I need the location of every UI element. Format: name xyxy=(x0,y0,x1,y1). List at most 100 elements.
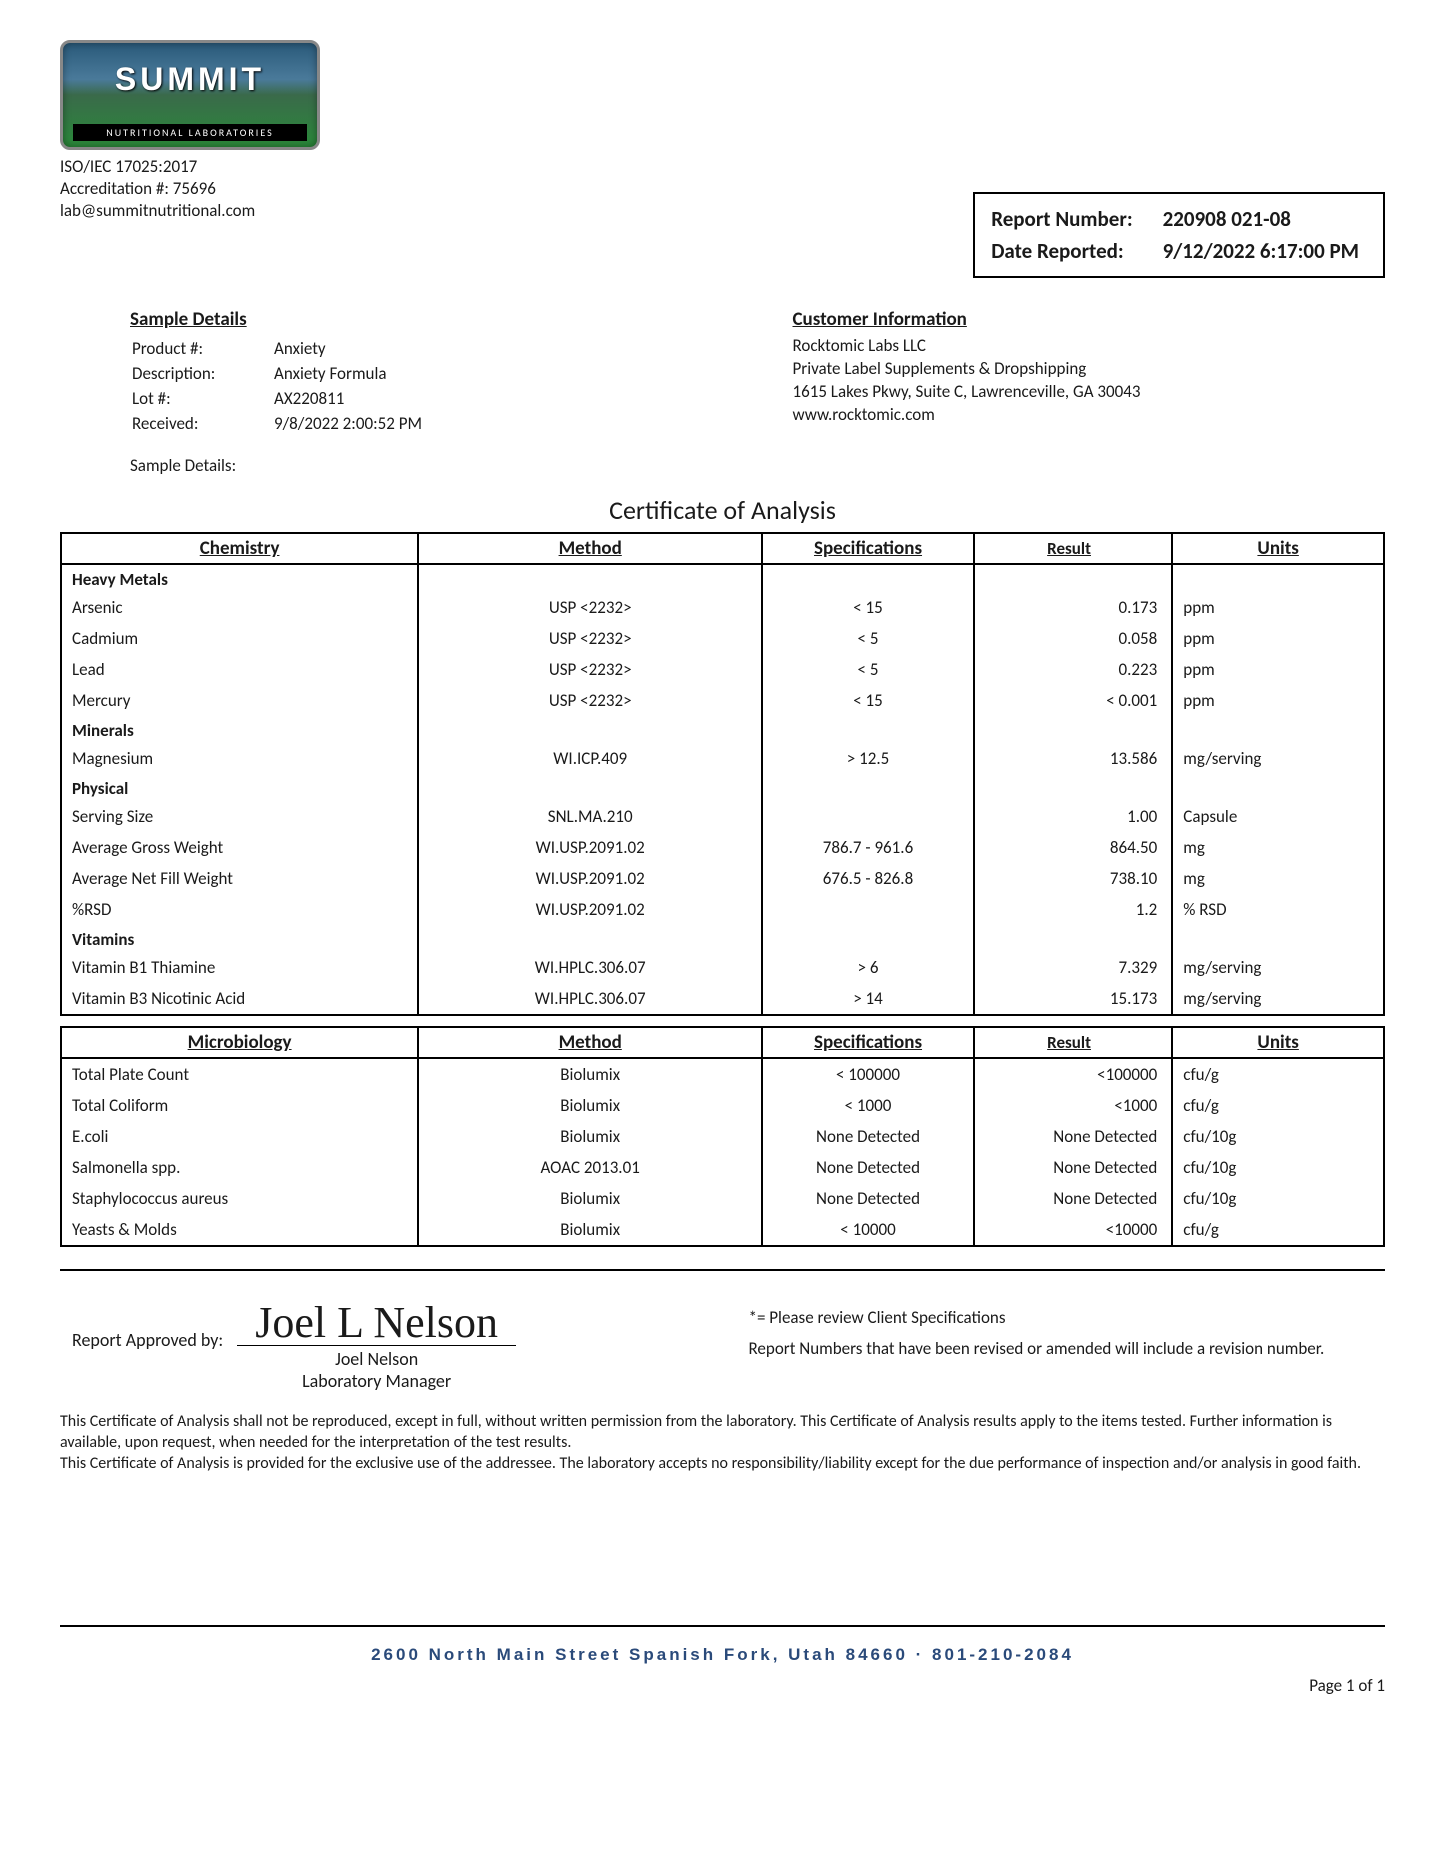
units: cfu/10g xyxy=(1172,1183,1384,1214)
approval-row: Report Approved by: Joel L Nelson Joel N… xyxy=(60,1301,1385,1392)
spec: < 10000 xyxy=(762,1214,974,1246)
details-row: Sample Details Product #:Anxiety Descrip… xyxy=(60,308,1385,437)
analyte-name: Total Coliform xyxy=(61,1090,418,1121)
units: ppm xyxy=(1172,592,1384,623)
units: cfu/10g xyxy=(1172,1121,1384,1152)
spec: < 5 xyxy=(762,623,974,654)
group-label: Physical xyxy=(61,774,418,801)
micro-h-spec: Specifications xyxy=(762,1027,974,1058)
analyte-name: E.coli xyxy=(61,1121,418,1152)
chemistry-table: Chemistry Method Specifications Result U… xyxy=(60,532,1385,1016)
footer-separator-2 xyxy=(60,1625,1385,1627)
accreditation: ISO/IEC 17025:2017 Accreditation #: 7569… xyxy=(60,156,340,222)
customer-info: Customer Information Rocktomic Labs LLC … xyxy=(723,308,1386,437)
result: 1.00 xyxy=(974,801,1172,832)
logo-block: SUMMIT NUTRITIONAL LABORATORIES ISO/IEC … xyxy=(60,40,340,222)
page-number: Page 1 of 1 xyxy=(60,1675,1385,1696)
method: USP <2232> xyxy=(418,592,762,623)
analyte-name: Vitamin B1 Thiamine xyxy=(61,952,418,983)
method: WI.ICP.409 xyxy=(418,743,762,774)
approval-label: Report Approved by: xyxy=(72,1301,223,1351)
result: 864.50 xyxy=(974,832,1172,863)
analyte-name: Average Gross Weight xyxy=(61,832,418,863)
units: % RSD xyxy=(1172,894,1384,925)
spec xyxy=(762,894,974,925)
received-label: Received: xyxy=(132,412,272,435)
units: mg xyxy=(1172,863,1384,894)
report-number-value: 220908 021-08 xyxy=(1143,204,1367,234)
method: USP <2232> xyxy=(418,654,762,685)
result: 0.223 xyxy=(974,654,1172,685)
method: SNL.MA.210 xyxy=(418,801,762,832)
analyte-name: Total Plate Count xyxy=(61,1058,418,1090)
method: Biolumix xyxy=(418,1183,762,1214)
disclaimer-p2: This Certificate of Analysis is provided… xyxy=(60,1454,1385,1475)
logo-sub-text: NUTRITIONAL LABORATORIES xyxy=(73,124,307,141)
units: cfu/g xyxy=(1172,1214,1384,1246)
chem-h-chemistry: Chemistry xyxy=(61,533,418,564)
analyte-name: Vitamin B3 Nicotinic Acid xyxy=(61,983,418,1015)
result: <100000 xyxy=(974,1058,1172,1090)
sample-details: Sample Details Product #:Anxiety Descrip… xyxy=(60,308,723,437)
analyte-name: Yeasts & Molds xyxy=(61,1214,418,1246)
product-label: Product #: xyxy=(132,337,272,360)
units: cfu/g xyxy=(1172,1090,1384,1121)
result: 13.586 xyxy=(974,743,1172,774)
sample-details-2: Sample Details: xyxy=(60,455,1385,476)
sample-heading: Sample Details xyxy=(130,308,723,331)
units: ppm xyxy=(1172,654,1384,685)
units: cfu/g xyxy=(1172,1058,1384,1090)
analyte-name: Staphylococcus aureus xyxy=(61,1183,418,1214)
signer-name: Joel Nelson xyxy=(237,1348,516,1370)
method: AOAC 2013.01 xyxy=(418,1152,762,1183)
result: None Detected xyxy=(974,1183,1172,1214)
units: mg xyxy=(1172,832,1384,863)
analyte-name: Cadmium xyxy=(61,623,418,654)
result: <1000 xyxy=(974,1090,1172,1121)
analyte-name: Arsenic xyxy=(61,592,418,623)
approval-notes: *= Please review Client Specifications R… xyxy=(709,1301,1386,1392)
result: <10000 xyxy=(974,1214,1172,1246)
desc-value: Anxiety Formula xyxy=(274,362,422,385)
chem-h-method: Method xyxy=(418,533,762,564)
logo: SUMMIT NUTRITIONAL LABORATORIES xyxy=(60,40,320,150)
method: Biolumix xyxy=(418,1058,762,1090)
analyte-name: Salmonella spp. xyxy=(61,1152,418,1183)
spec: None Detected xyxy=(762,1183,974,1214)
units: mg/serving xyxy=(1172,983,1384,1015)
method: WI.USP.2091.02 xyxy=(418,894,762,925)
spec xyxy=(762,801,974,832)
micro-h-result: Result xyxy=(974,1027,1172,1058)
spec: None Detected xyxy=(762,1152,974,1183)
chem-h-spec: Specifications xyxy=(762,533,974,564)
product-value: Anxiety xyxy=(274,337,422,360)
micro-h-method: Method xyxy=(418,1027,762,1058)
method: WI.USP.2091.02 xyxy=(418,832,762,863)
analyte-name: %RSD xyxy=(61,894,418,925)
method: Biolumix xyxy=(418,1090,762,1121)
microbiology-table: Microbiology Method Specifications Resul… xyxy=(60,1026,1385,1247)
method: Biolumix xyxy=(418,1121,762,1152)
group-label: Vitamins xyxy=(61,925,418,952)
result: 15.173 xyxy=(974,983,1172,1015)
spec: < 100000 xyxy=(762,1058,974,1090)
method: Biolumix xyxy=(418,1214,762,1246)
micro-h-name: Microbiology xyxy=(61,1027,418,1058)
received-value: 9/8/2022 2:00:52 PM xyxy=(274,412,422,435)
spec: < 5 xyxy=(762,654,974,685)
result: 0.173 xyxy=(974,592,1172,623)
spec: < 1000 xyxy=(762,1090,974,1121)
method: USP <2232> xyxy=(418,623,762,654)
logo-main-text: SUMMIT xyxy=(63,61,317,98)
note-2: Report Numbers that have been revised or… xyxy=(749,1338,1386,1359)
signature-block: Joel L Nelson Joel Nelson Laboratory Man… xyxy=(237,1301,516,1392)
analyte-name: Average Net Fill Weight xyxy=(61,863,418,894)
analyte-name: Serving Size xyxy=(61,801,418,832)
chem-h-result: Result xyxy=(974,533,1172,564)
note-1: *= Please review Client Specifications xyxy=(749,1307,1386,1328)
units: ppm xyxy=(1172,623,1384,654)
chem-h-units: Units xyxy=(1172,533,1384,564)
report-box: Report Number: 220908 021-08 Date Report… xyxy=(973,192,1385,278)
signer-title: Laboratory Manager xyxy=(237,1370,516,1392)
method: WI.HPLC.306.07 xyxy=(418,983,762,1015)
